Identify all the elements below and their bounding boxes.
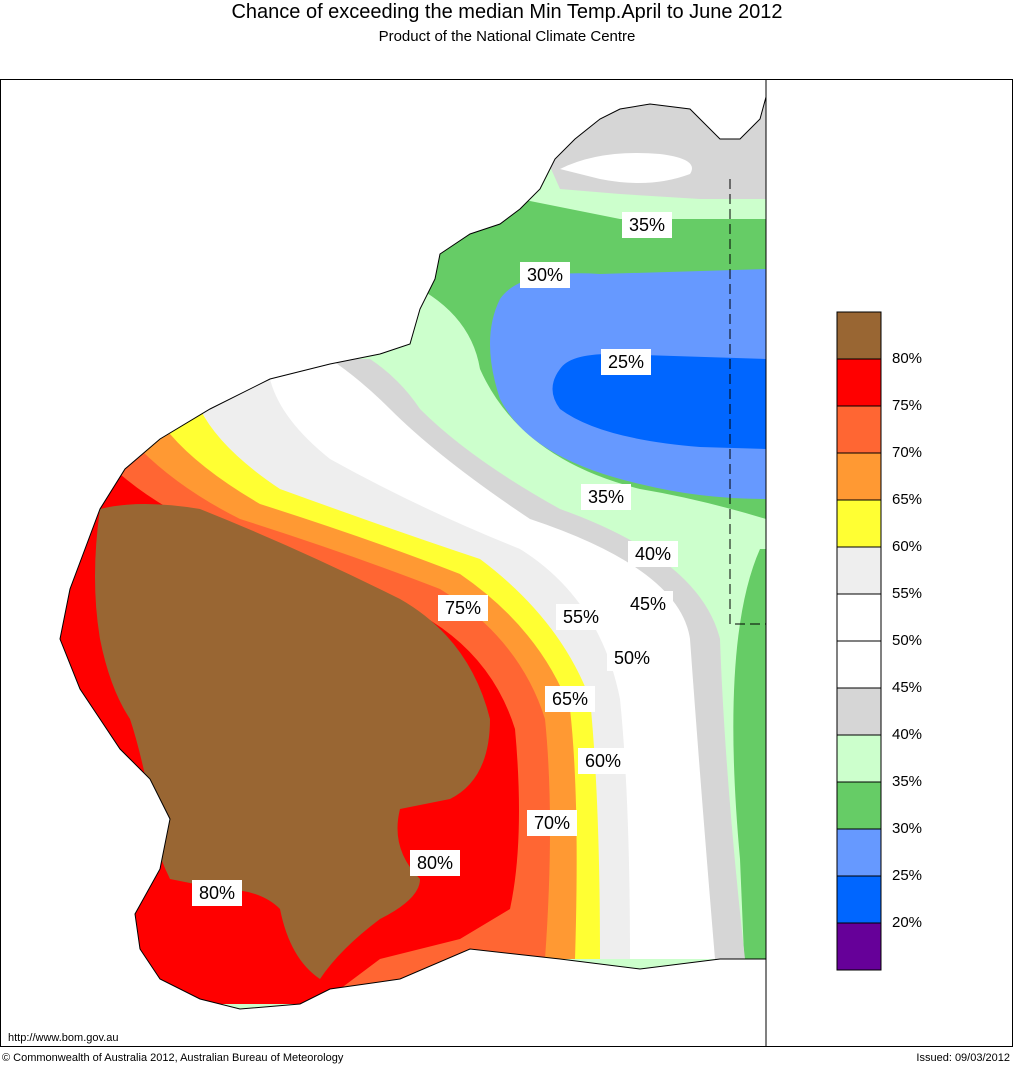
contour-label-box	[607, 645, 657, 671]
legend-swatch	[836, 828, 882, 877]
legend-label: 55%	[892, 585, 923, 602]
legend-label: 80%	[892, 350, 923, 367]
contour-label-box	[628, 541, 678, 567]
contour-label-box	[545, 686, 595, 712]
legend-swatch	[836, 734, 882, 783]
contour-label-box	[581, 484, 631, 510]
contour-label-group: 35% 30% 25% 35% 40% 45% 55% 50% 75% 65% …	[192, 212, 678, 906]
contour-label-box	[527, 810, 577, 836]
coastline	[59, 96, 767, 1010]
legend-label: 30%	[892, 820, 923, 837]
contour-label-box	[622, 212, 672, 238]
legend-swatch	[836, 499, 882, 548]
contour-label-box	[410, 850, 460, 876]
contour-label: 25%	[608, 352, 644, 372]
legend-swatch	[836, 640, 882, 689]
legend-swatch	[836, 405, 882, 454]
legend-label: 35%	[892, 773, 923, 790]
legend-label: 20%	[892, 914, 923, 931]
contour-label-box	[556, 604, 606, 630]
contour-label: 75%	[445, 598, 481, 618]
contour-label: 50%	[614, 648, 650, 668]
legend	[836, 311, 882, 971]
contour-label: 30%	[527, 265, 563, 285]
source-url[interactable]: http://www.bom.gov.au	[8, 1032, 119, 1044]
legend-label: 25%	[892, 867, 923, 884]
legend-swatch	[836, 922, 882, 971]
legend-label: 45%	[892, 679, 923, 696]
legend-swatch	[836, 593, 882, 642]
contour-label: 80%	[417, 853, 453, 873]
legend-swatch	[836, 358, 882, 407]
contour-label-box	[623, 591, 673, 617]
contour-label-box	[601, 349, 651, 375]
legend-swatch	[836, 546, 882, 595]
contour-label: 45%	[630, 594, 666, 614]
map-canvas: 35% 30% 25% 35% 40% 45% 55% 50% 75% 65% …	[59, 79, 882, 1047]
legend-swatch	[836, 452, 882, 501]
contour-label-box	[438, 595, 488, 621]
map-frame	[0, 79, 1013, 1047]
legend-swatch	[836, 781, 882, 830]
band-20-25	[552, 354, 766, 449]
copyright-text: © Commonwealth of Australia 2012, Austra…	[2, 1052, 344, 1064]
map-subtitle: Product of the National Climate Centre	[378, 28, 636, 45]
state-border	[729, 179, 766, 625]
issued-date: Issued: 09/03/2012	[916, 1052, 1010, 1064]
contour-label: 35%	[588, 487, 624, 507]
contour-label: 80%	[199, 883, 235, 903]
legend-label: 40%	[892, 726, 923, 743]
legend-label: 70%	[892, 444, 923, 461]
contour-label-box	[192, 880, 242, 906]
legend-swatch	[836, 875, 882, 924]
contour-label: 60%	[585, 751, 621, 771]
contour-label: 65%	[552, 689, 588, 709]
legend-swatch	[836, 311, 882, 360]
contour-label-box	[578, 748, 628, 774]
band-45-north	[560, 153, 692, 183]
contour-label: 55%	[563, 607, 599, 627]
contour-label: 35%	[629, 215, 665, 235]
legend-label: 75%	[892, 397, 923, 414]
contour-label: 70%	[534, 813, 570, 833]
legend-label: 60%	[892, 538, 923, 555]
contour-label-box	[520, 262, 570, 288]
legend-swatch	[836, 687, 882, 736]
map-title: Chance of exceeding the median Min Temp.…	[231, 1, 783, 23]
band-80-plus	[95, 504, 490, 979]
legend-label: 65%	[892, 491, 923, 508]
contour-label: 40%	[635, 544, 671, 564]
legend-label: 50%	[892, 632, 923, 649]
